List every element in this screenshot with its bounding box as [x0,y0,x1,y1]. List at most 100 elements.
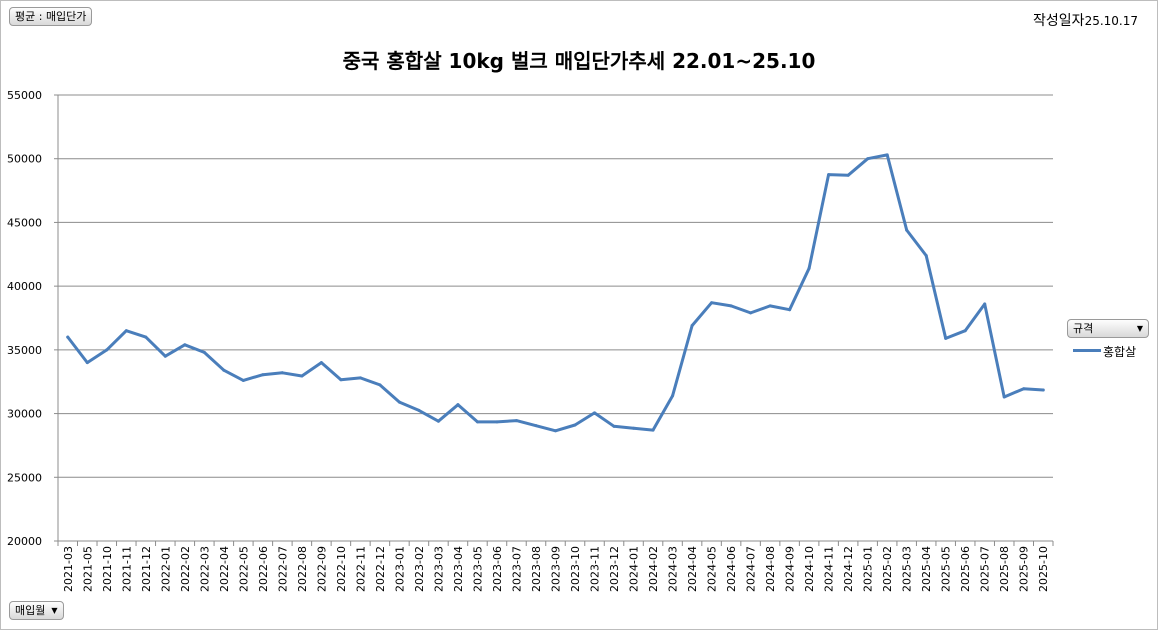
data-point [124,329,128,333]
x-tick-label: 2021-12 [140,546,153,592]
creation-date-value: 25.10.17 [1084,14,1138,28]
data-point [319,361,323,365]
data-point [66,335,70,339]
y-tick-label: 50000 [7,153,42,166]
data-point [807,266,811,270]
data-point [983,302,987,306]
x-tick-label: 2022-04 [218,546,231,592]
legend-field-label: 규격 [1073,322,1094,335]
legend-series-name: 홍합살 [1103,345,1137,359]
x-tick-label: 2022-10 [335,546,348,592]
x-tick-label: 2024-11 [823,546,836,592]
data-point [475,420,479,424]
x-tick-label: 2025-08 [998,546,1011,592]
x-tick-label: 2024-05 [706,546,719,592]
x-tick-label: 2025-09 [1018,546,1031,592]
x-tick-label: 2024-01 [628,546,641,592]
legend-entry: 홍합살 [1073,343,1136,360]
legend-line-swatch [1073,349,1101,352]
data-point [593,411,597,415]
x-tick-label: 2022-06 [257,546,270,592]
data-point [1022,387,1026,391]
x-tick-label: 2021-10 [101,546,114,592]
x-tick-label: 2024-02 [647,546,660,592]
data-point [280,371,284,375]
x-tick-label: 2025-10 [1037,546,1050,592]
data-point [436,419,440,423]
x-tick-label: 2025-03 [901,546,914,592]
data-point [846,173,850,177]
creation-date-label: 작성일자 [1033,13,1085,29]
data-point [632,426,636,430]
data-point [417,408,421,412]
creation-date: 작성일자25.10.17 [1033,10,1138,30]
value-field-label: 평균 : 매입단가 [15,10,87,23]
x-tick-label: 2022-09 [315,546,328,592]
data-point [456,403,460,407]
x-tick-label: 2021-03 [62,546,75,592]
axis-field-button[interactable]: 매입월 ▼ [9,601,64,620]
data-point [85,361,89,365]
data-point [261,373,265,377]
dropdown-arrow-icon: ▼ [51,606,58,615]
x-tick-label: 2022-11 [354,546,367,592]
x-tick-label: 2022-01 [159,546,172,592]
series-layer [66,153,1045,433]
data-point [534,424,538,428]
x-tick-label: 2022-07 [276,546,289,592]
x-tick-label: 2024-09 [784,546,797,592]
data-point [788,308,792,312]
data-point [358,376,362,380]
x-axis: 2021-03 2021-05 2021-10 2021-11 2021-12 2022-… [57,541,1054,592]
x-tick-label: 2025-07 [979,546,992,592]
data-point [339,378,343,382]
data-point [651,428,655,432]
x-tick-label: 2023-03 [432,546,445,592]
data-point [144,335,148,339]
data-point [183,343,187,347]
x-tick-label: 2022-05 [237,546,250,592]
x-tick-label: 2025-02 [881,546,894,592]
x-tick-label: 2024-10 [803,546,816,592]
x-tick-label: 2025-04 [920,546,933,592]
data-point [963,329,967,333]
data-point [300,374,304,378]
data-point [495,420,499,424]
x-tick-label: 2025-01 [862,546,875,592]
data-point [202,350,206,354]
x-tick-label: 2021-05 [81,546,94,592]
x-tick-label: 2023-10 [569,546,582,592]
x-tick-label: 2022-03 [198,546,211,592]
y-tick-label: 45000 [7,216,42,229]
x-tick-label: 2023-01 [393,546,406,592]
x-tick-label: 2023-12 [608,546,621,592]
x-tick-label: 2023-04 [452,546,465,592]
data-point [105,348,109,352]
x-tick-label: 2025-06 [959,546,972,592]
data-point [1002,395,1006,399]
data-point [944,336,948,340]
y-tick-label: 55000 [7,89,42,102]
x-tick-label: 2023-06 [491,546,504,592]
value-field-button[interactable]: 평균 : 매입단가 [9,7,93,26]
data-point [690,324,694,328]
x-tick-label: 2023-07 [510,546,523,592]
y-tick-label: 20000 [7,535,42,548]
data-point [573,423,577,427]
data-point [612,424,616,428]
x-tick-label: 2024-07 [745,546,758,592]
data-point [866,157,870,161]
x-tick-label: 2024-04 [686,546,699,592]
x-tick-label: 2021-11 [120,546,133,592]
data-point [905,228,909,232]
data-point [222,368,226,372]
series-line [66,153,1045,433]
y-tick-label: 40000 [7,280,42,293]
gridlines [58,94,1053,542]
y-tick-label: 25000 [7,471,42,484]
x-tick-label: 2022-08 [296,546,309,592]
y-tick-label: 30000 [7,408,42,421]
y-axis: 20000 25000 30000 35000 40000 45000 50000 55000 [7,89,59,548]
x-tick-label: 2024-12 [842,546,855,592]
legend-field-button[interactable]: 규격 ▼ [1067,319,1149,338]
